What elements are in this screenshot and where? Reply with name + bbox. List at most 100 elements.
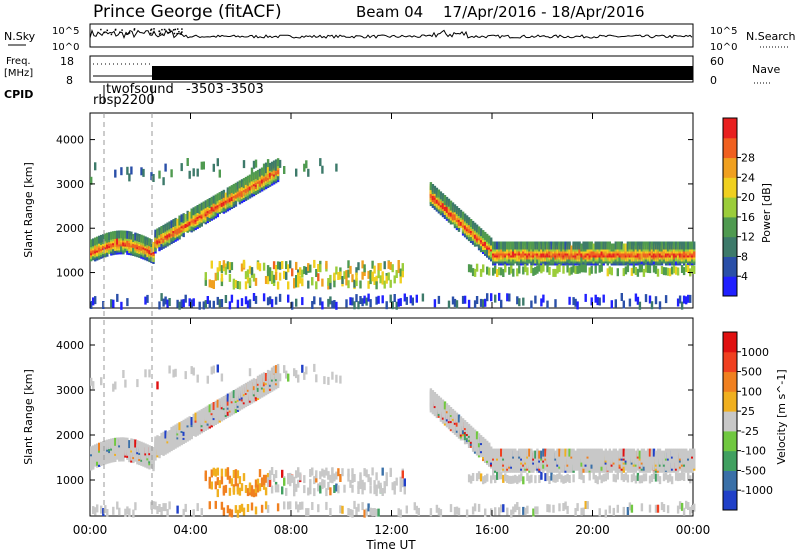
power-cell (248, 277, 252, 286)
velocity-cell (305, 366, 308, 375)
velocity-cell (317, 504, 320, 513)
velocity-cell (118, 507, 121, 516)
power-cell (668, 268, 672, 277)
power-cell (471, 268, 475, 277)
velocity-cell (168, 501, 171, 510)
colorbar-swatch (723, 470, 737, 491)
colorbar-swatch (723, 391, 737, 412)
colorbar-swatch (723, 256, 737, 277)
colorbar-tick-label: 24 (741, 171, 755, 184)
power-cell (303, 163, 306, 172)
velocity-cell (327, 471, 330, 480)
power-cell (355, 278, 358, 287)
velocity-cell (518, 506, 521, 515)
velocity-cell (558, 503, 561, 512)
velocity-cell (664, 471, 668, 480)
velocity-cell (538, 475, 541, 483)
power-cell (297, 279, 300, 288)
power-cell (546, 241, 549, 250)
power-cell (648, 295, 652, 304)
nsky-noise-dot (149, 32, 152, 35)
velocity-cell (168, 365, 171, 374)
power-cell (664, 267, 668, 276)
power-cell (548, 241, 551, 250)
power-cell (473, 222, 477, 231)
power-cell (278, 293, 282, 302)
power-cell (389, 261, 392, 270)
velocity-cell (323, 376, 326, 385)
power-cell (536, 265, 539, 274)
velocity-cell (550, 472, 553, 481)
velocity-cell (522, 506, 525, 515)
power-cell (526, 241, 529, 250)
velocity-cell (329, 474, 332, 483)
power-cell (393, 275, 396, 284)
velocity-cell (325, 488, 328, 497)
colorbar-swatch (723, 430, 737, 452)
power-cell (443, 195, 447, 203)
velocity-cell (532, 450, 535, 459)
velocity-cell (361, 502, 364, 511)
power-cell (552, 241, 555, 250)
velocity-cell (152, 447, 155, 455)
power-cell (482, 264, 485, 273)
velocity-cell (250, 379, 254, 388)
power-cell (98, 235, 101, 244)
power-cell (262, 163, 266, 172)
power-cell (522, 241, 525, 250)
power-cell (333, 279, 336, 288)
power-cell (256, 169, 260, 178)
velocity-cell (196, 411, 199, 420)
velocity-cell (333, 473, 336, 482)
velocity-cell (429, 388, 433, 397)
power-cell (685, 296, 688, 305)
velocity-cell (303, 485, 306, 494)
power-cell (220, 278, 224, 287)
power-cell (291, 268, 294, 277)
power-cell (317, 273, 320, 282)
velocity-cell (210, 481, 213, 490)
velocity-cell (311, 502, 314, 510)
power-cell (518, 298, 521, 307)
power-cell (90, 176, 93, 185)
velocity-cell (640, 448, 644, 457)
velocity-cell (484, 475, 487, 484)
velocity-cell (266, 369, 270, 378)
power-cell (301, 297, 304, 306)
velocity-cell (473, 429, 477, 438)
power-cell (224, 192, 228, 201)
velocity-cell (206, 375, 209, 384)
power-cell (490, 293, 493, 302)
nsky-noise-dot (158, 30, 161, 32)
velocity-cell (351, 475, 354, 484)
velocity-cell (289, 472, 292, 481)
power-cell (158, 170, 161, 179)
velocity-cell (246, 488, 250, 497)
velocity-cell (186, 417, 189, 426)
power-cell (693, 241, 696, 250)
power-cell (126, 230, 129, 239)
velocity-cell (309, 486, 312, 495)
power-cell (194, 206, 197, 215)
power-cell (544, 241, 547, 250)
cpid-program-1: rbsp2200 (93, 93, 155, 108)
velocity-cell (648, 464, 652, 473)
power-cell (220, 190, 224, 199)
power-cell (311, 277, 314, 286)
nsky-noise-dot (119, 31, 121, 33)
power-cell (620, 293, 623, 301)
velocity-cell (562, 448, 565, 457)
velocity-cell (351, 484, 354, 493)
power-cell (168, 298, 171, 306)
velocity-cell (600, 475, 603, 484)
velocity-cell (369, 485, 372, 494)
velocity-cell (216, 477, 219, 486)
power-cell (516, 296, 519, 305)
velocity-cell (232, 390, 236, 399)
velocity-cell (608, 505, 611, 514)
velocity-cell (640, 475, 644, 484)
velocity-cell (689, 448, 692, 457)
velocity-cell (471, 506, 475, 515)
